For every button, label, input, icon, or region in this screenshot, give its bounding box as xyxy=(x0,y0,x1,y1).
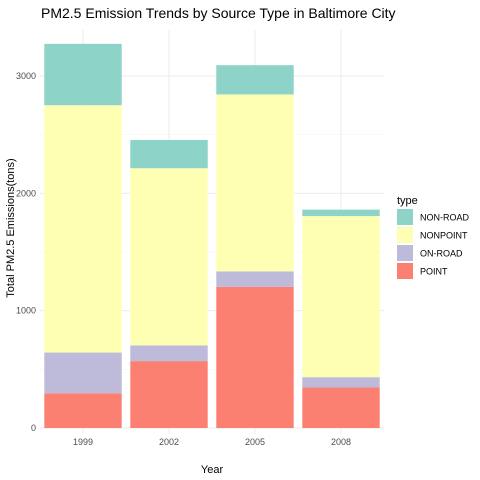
x-tick-label: 1999 xyxy=(73,437,93,447)
x-tick-label: 2002 xyxy=(159,437,179,447)
bar-non-road-2002 xyxy=(130,140,207,168)
legend-swatch-non-road xyxy=(397,209,413,225)
legend-label-non-road: NON-ROAD xyxy=(420,213,469,223)
bar-nonpoint-2008 xyxy=(302,216,379,377)
legend-swatch-nonpoint xyxy=(397,227,413,243)
x-tick-label: 2005 xyxy=(245,437,265,447)
bar-on-road-2008 xyxy=(302,377,379,387)
y-tick-label: 0 xyxy=(31,423,36,433)
y-tick-label: 1000 xyxy=(16,306,36,316)
legend-label-on-road: ON-ROAD xyxy=(420,249,463,259)
bar-on-road-2005 xyxy=(216,271,293,286)
bar-nonpoint-2005 xyxy=(216,94,293,271)
bar-point-2008 xyxy=(302,388,379,428)
legend-label-point: POINT xyxy=(420,267,448,277)
bar-nonpoint-2002 xyxy=(130,168,207,345)
y-axis-title: Total PM2.5 Emissions(tons) xyxy=(5,158,17,297)
x-tick-label: 2008 xyxy=(331,437,351,447)
y-tick-label: 3000 xyxy=(16,71,36,81)
chart-title: PM2.5 Emission Trends by Source Type in … xyxy=(41,5,396,21)
x-axis-title: Year xyxy=(201,464,224,476)
bar-on-road-2002 xyxy=(130,345,207,361)
legend-label-nonpoint: NONPOINT xyxy=(420,231,468,241)
bar-point-2005 xyxy=(216,287,293,428)
legend-swatch-on-road xyxy=(397,245,413,261)
bar-nonpoint-1999 xyxy=(44,105,121,352)
bar-non-road-1999 xyxy=(44,44,121,105)
bar-on-road-1999 xyxy=(44,353,121,394)
legend-title: type xyxy=(397,195,418,207)
bar-point-2002 xyxy=(130,361,207,428)
bar-point-1999 xyxy=(44,393,121,428)
y-tick-label: 2000 xyxy=(16,188,36,198)
legend-swatch-point xyxy=(397,263,413,279)
bar-non-road-2008 xyxy=(302,210,379,216)
bar-non-road-2005 xyxy=(216,65,293,94)
